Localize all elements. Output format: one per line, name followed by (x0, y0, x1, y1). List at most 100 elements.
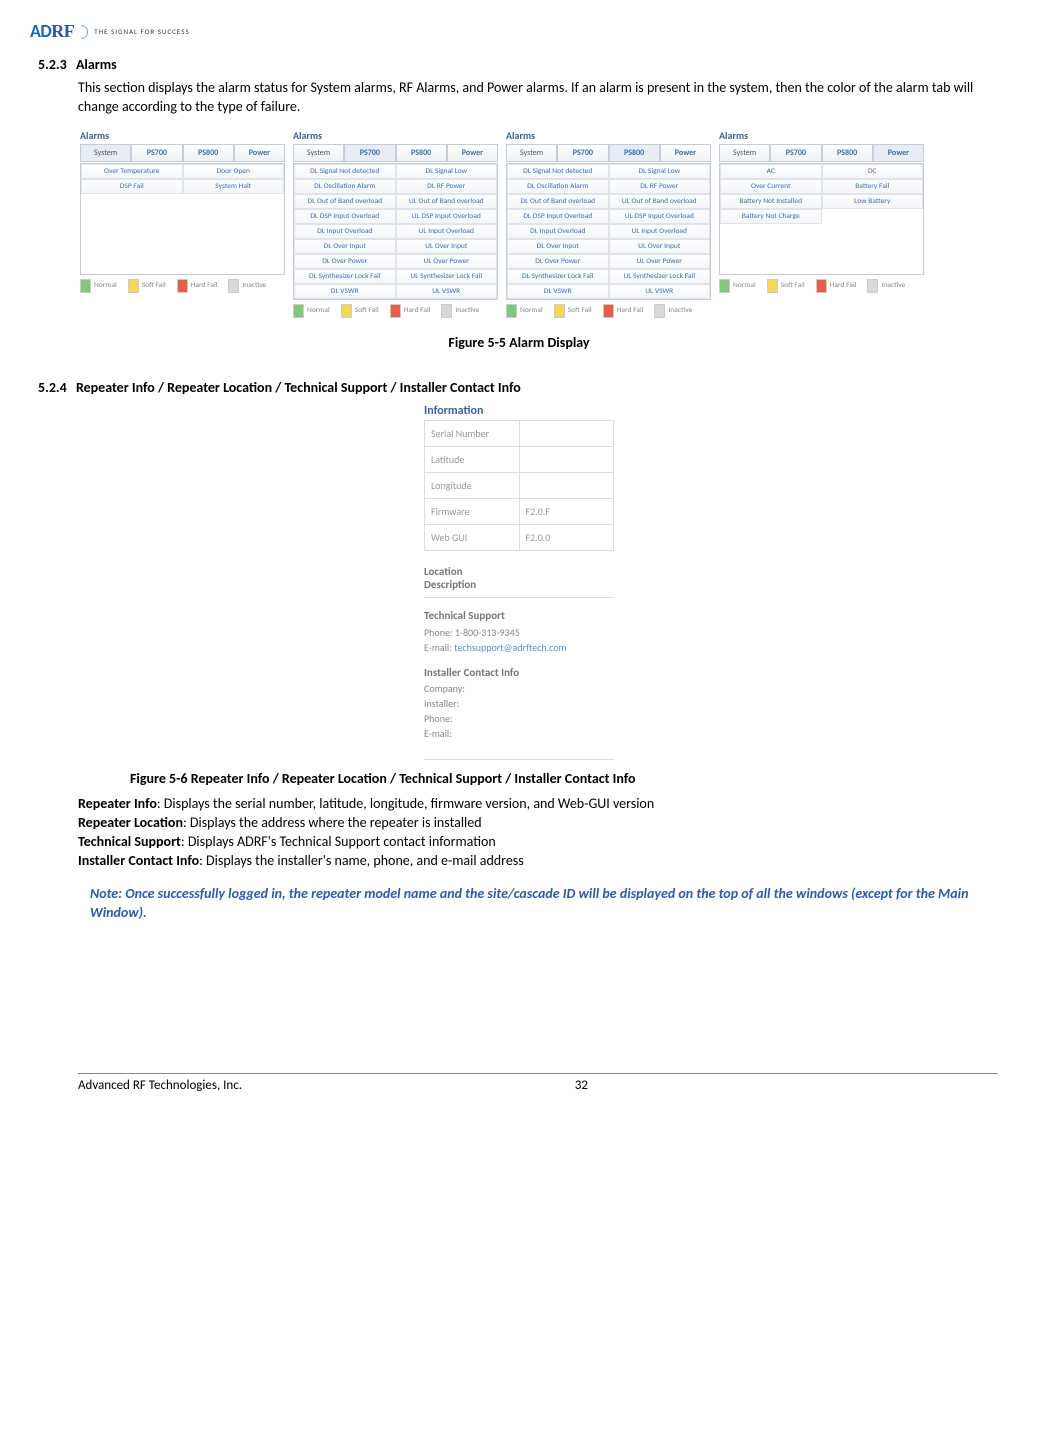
alarm-cell: UL Over Power (609, 254, 711, 269)
alarm-cell: Battery Not Installed (720, 194, 822, 209)
legend-softfail-icon (554, 304, 565, 318)
alarm-cell: AC (720, 164, 822, 179)
section-heading-524: 5.2.4 Repeater Info / Repeater Location … (38, 379, 1008, 396)
alarm-cell: DL DSP Input Overload (507, 209, 609, 224)
legend-inactive-icon (867, 279, 878, 293)
legend-hardfail-icon (177, 279, 188, 293)
alarm-cell: Battery Not Charge (720, 209, 822, 224)
alarm-panel-title: Alarms (80, 129, 285, 142)
alarm-cell: DL VSWR (507, 284, 609, 299)
alarm-tab-ps700[interactable]: PS700 (770, 144, 821, 162)
description-line: Repeater Info: Displays the serial numbe… (78, 795, 998, 814)
alarm-cell: DL Signal Low (609, 164, 711, 179)
alarm-tab-system[interactable]: System (293, 144, 344, 162)
alarm-panel-ps700: Alarms SystemPS700PS800Power DL Signal Not… (293, 129, 498, 318)
legend-normal-icon (80, 279, 91, 293)
description-line: Installer Contact Info: Displays the ins… (78, 852, 998, 871)
alarm-panel-power: Alarms SystemPS700PS800Power ACDCOver Curr… (719, 129, 924, 318)
alarm-cell: Over Temperature (81, 164, 183, 179)
alarm-legend: NormalSoft FailHard FailInactive (80, 279, 285, 293)
legend-softfail-icon (128, 279, 139, 293)
alarm-cell: DL Oscillation Alarm (507, 179, 609, 194)
section-heading-523: 5.2.3 Alarms (38, 56, 1008, 73)
alarm-tab-ps700[interactable]: PS700 (131, 144, 182, 162)
info-value (519, 420, 614, 446)
alarm-tab-ps800[interactable]: PS800 (822, 144, 873, 162)
location-description-title: LocationDescription (424, 565, 614, 591)
tech-email-link[interactable]: techsupport@adrftech.com (454, 641, 566, 654)
info-table: Serial NumberLatitudeLongitudeFirmwareF2… (424, 420, 614, 551)
alarm-cell: DL DSP Input Overload (294, 209, 396, 224)
alarm-cell: DC (822, 164, 924, 179)
logo: ADRF (30, 20, 88, 42)
alarm-cell: DL Signal Low (396, 164, 498, 179)
note-text: Note: Once successfully logged in, the r… (90, 885, 988, 923)
alarm-panel-title: Alarms (293, 129, 498, 142)
alarm-tab-power[interactable]: Power (660, 144, 711, 162)
installer-field: Company: (424, 681, 614, 696)
alarm-cell: DL RF Power (609, 179, 711, 194)
info-value: F2.0.0 (519, 524, 614, 550)
alarm-cell: DL Out of Band overload (294, 194, 396, 209)
alarm-cell: UL DSP Input Overload (396, 209, 498, 224)
section-523-text: This section displays the alarm status f… (78, 79, 998, 117)
alarm-panel-title: Alarms (506, 129, 711, 142)
legend-hardfail-icon (816, 279, 827, 293)
alarm-cell: UL Input Overload (609, 224, 711, 239)
alarm-cell: DL Over Power (294, 254, 396, 269)
alarm-tab-ps800[interactable]: PS800 (609, 144, 660, 162)
alarm-tab-ps700[interactable]: PS700 (344, 144, 395, 162)
legend-inactive-icon (654, 304, 665, 318)
installer-field: Installer: (424, 696, 614, 711)
info-label: Web GUI (425, 524, 520, 550)
divider (424, 759, 614, 760)
alarm-cell: DSP Fail (81, 179, 183, 194)
alarm-legend: NormalSoft FailHard FailInactive (506, 304, 711, 318)
installer-field: E-mail: (424, 726, 614, 741)
alarm-cell: DL RF Power (396, 179, 498, 194)
alarm-cell: UL Over Input (396, 239, 498, 254)
alarm-cell: UL Over Power (396, 254, 498, 269)
installer-contact-block: Installer Contact Info Company:Installer… (424, 665, 614, 742)
installer-field: Phone: (424, 711, 614, 726)
alarm-tab-power[interactable]: Power (873, 144, 924, 162)
alarm-panels-row: AlarmsSystemPS700PS800PowerOver Temperat… (80, 129, 1008, 318)
alarm-cell: DL Over Input (294, 239, 396, 254)
alarm-cell: DL Input Overload (507, 224, 609, 239)
alarm-cell: DL Over Power (507, 254, 609, 269)
alarm-cell: Over Current (720, 179, 822, 194)
alarm-cell: DL Out of Band overload (507, 194, 609, 209)
alarm-cell: UL Out of Band overload (396, 194, 498, 209)
alarm-tab-power[interactable]: Power (447, 144, 498, 162)
legend-normal-icon (506, 304, 517, 318)
alarm-cell: UL VSWR (609, 284, 711, 299)
alarm-tab-system[interactable]: System (719, 144, 770, 162)
page-header: ADRF THE SIGNAL FOR SUCCESS (30, 20, 1008, 42)
alarm-cell: Low Battery (822, 194, 924, 209)
alarm-tab-system[interactable]: System (80, 144, 131, 162)
legend-softfail-icon (767, 279, 778, 293)
alarm-tab-ps800[interactable]: PS800 (183, 144, 234, 162)
alarm-tab-ps800[interactable]: PS800 (396, 144, 447, 162)
legend-hardfail-icon (390, 304, 401, 318)
info-value (519, 446, 614, 472)
alarm-cell: DL Signal Not detected (507, 164, 609, 179)
alarm-tab-system[interactable]: System (506, 144, 557, 162)
alarm-panel-ps800: Alarms SystemPS700PS800Power DL Signal Not… (506, 129, 711, 318)
alarm-cell: DL Synthesizer Lock Fail (507, 269, 609, 284)
legend-normal-icon (293, 304, 304, 318)
information-panel: Information Serial NumberLatitudeLongitu… (424, 404, 614, 760)
alarm-panel-title: Alarms (719, 129, 924, 142)
alarm-panel-system: Alarms SystemPS700PS800Power Over Temperat… (80, 129, 285, 318)
description-line: Repeater Location: Displays the address … (78, 814, 998, 833)
legend-inactive-icon (228, 279, 239, 293)
alarm-cell: Battery Fail (822, 179, 924, 194)
alarm-cell: DL Input Overload (294, 224, 396, 239)
alarm-tab-ps700[interactable]: PS700 (557, 144, 608, 162)
alarm-cell: DL Synthesizer Lock Fail (294, 269, 396, 284)
tagline: THE SIGNAL FOR SUCCESS (94, 27, 189, 36)
alarm-tab-power[interactable]: Power (234, 144, 285, 162)
alarm-cell: Door Open (183, 164, 285, 179)
info-value: F2.0.F (519, 498, 614, 524)
alarm-cell: DL Signal Not detected (294, 164, 396, 179)
